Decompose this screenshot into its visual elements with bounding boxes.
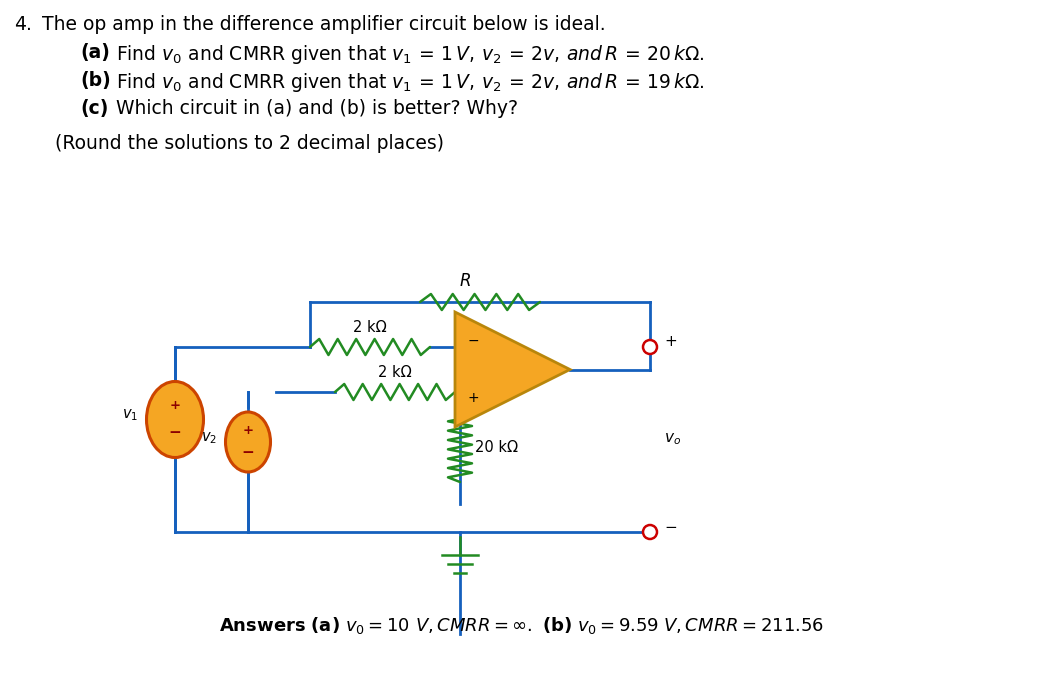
- Text: $v_2$: $v_2$: [201, 430, 218, 446]
- Text: (Round the solutions to 2 decimal places): (Round the solutions to 2 decimal places…: [55, 134, 444, 153]
- Text: (c): (c): [80, 99, 108, 118]
- Text: +: +: [170, 398, 180, 412]
- Text: (a): (a): [80, 43, 109, 62]
- Ellipse shape: [225, 412, 271, 472]
- Text: Which circuit in (a) and (b) is better? Why?: Which circuit in (a) and (b) is better? …: [116, 99, 518, 118]
- Text: 20 kΩ: 20 kΩ: [475, 440, 518, 455]
- Text: Find $v_0$ and CMRR given that $v_1\, =\, 1\,V,\, v_2\, =\, 2v,\, and\, R\, =\, : Find $v_0$ and CMRR given that $v_1\, =\…: [116, 71, 704, 94]
- Text: R: R: [460, 272, 471, 290]
- Text: −: −: [467, 334, 479, 348]
- Ellipse shape: [147, 381, 203, 458]
- Text: (b): (b): [80, 71, 110, 90]
- Text: 2 kΩ: 2 kΩ: [353, 320, 387, 335]
- Text: 2 kΩ: 2 kΩ: [378, 365, 412, 380]
- Text: +: +: [243, 424, 253, 437]
- Circle shape: [643, 525, 658, 539]
- Text: Find $v_0$ and CMRR given that $v_1\, =\, 1\,V,\, v_2\, =\, 2v,\, and\, R\, =\, : Find $v_0$ and CMRR given that $v_1\, =\…: [116, 43, 704, 66]
- Text: 4.: 4.: [14, 15, 32, 34]
- Text: −: −: [169, 425, 181, 440]
- Text: −: −: [664, 519, 676, 534]
- Text: $v_o$: $v_o$: [664, 431, 681, 447]
- Text: $\mathbf{Answers\ (a)}$$\ v_0 = 10\ V, CMRR = \infty.\ $$\mathbf{(b)}\ $$v_0 = 9: $\mathbf{Answers\ (a)}$$\ v_0 = 10\ V, C…: [219, 614, 823, 635]
- Polygon shape: [455, 312, 570, 427]
- Text: −: −: [242, 445, 254, 460]
- Text: +: +: [467, 391, 479, 405]
- Text: $v_1$: $v_1$: [122, 407, 139, 423]
- Text: +: +: [664, 335, 676, 350]
- Circle shape: [643, 340, 658, 354]
- Text: The op amp in the difference amplifier circuit below is ideal.: The op amp in the difference amplifier c…: [42, 15, 605, 34]
